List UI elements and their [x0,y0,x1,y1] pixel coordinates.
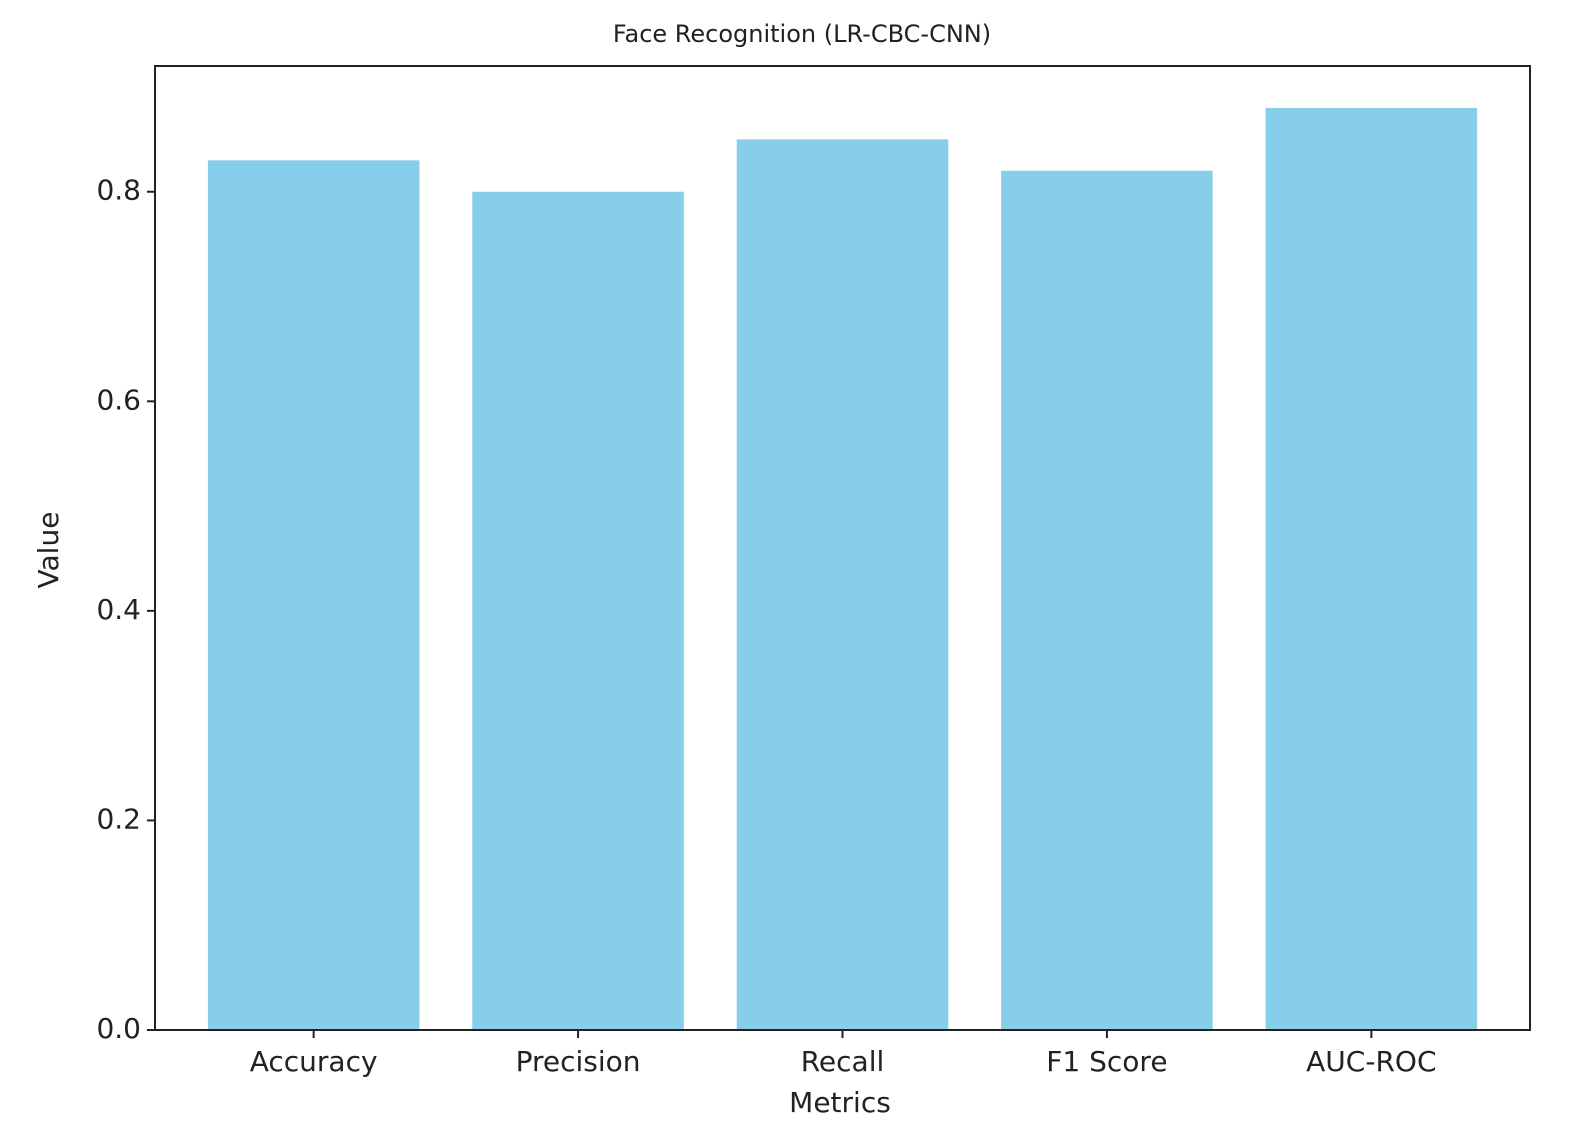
y-tick-label: 0.8 [96,174,141,207]
bar [1001,170,1213,1031]
x-tick-label: F1 Score [1046,1045,1167,1078]
y-tick-label: 0.2 [96,802,141,835]
y-tick-label: 0.6 [96,383,141,416]
x-tick-label: Recall [801,1045,885,1078]
bar [207,160,420,1031]
x-tick-label: Accuracy [250,1045,378,1078]
bar [736,139,949,1030]
plot-frame [154,65,1531,1031]
y-axis-label: Value [32,512,65,589]
y-tick-label: 0.4 [96,593,141,626]
x-axis-label: Metrics [789,1086,891,1119]
bar [472,191,684,1030]
x-tick-label: AUC-ROC [1306,1045,1436,1078]
bar [1265,107,1478,1031]
x-tick-label: Precision [516,1045,641,1078]
chart-title: Face Recognition (LR-CBC-CNN) [613,20,991,48]
y-tick-label: 0.0 [96,1012,141,1045]
